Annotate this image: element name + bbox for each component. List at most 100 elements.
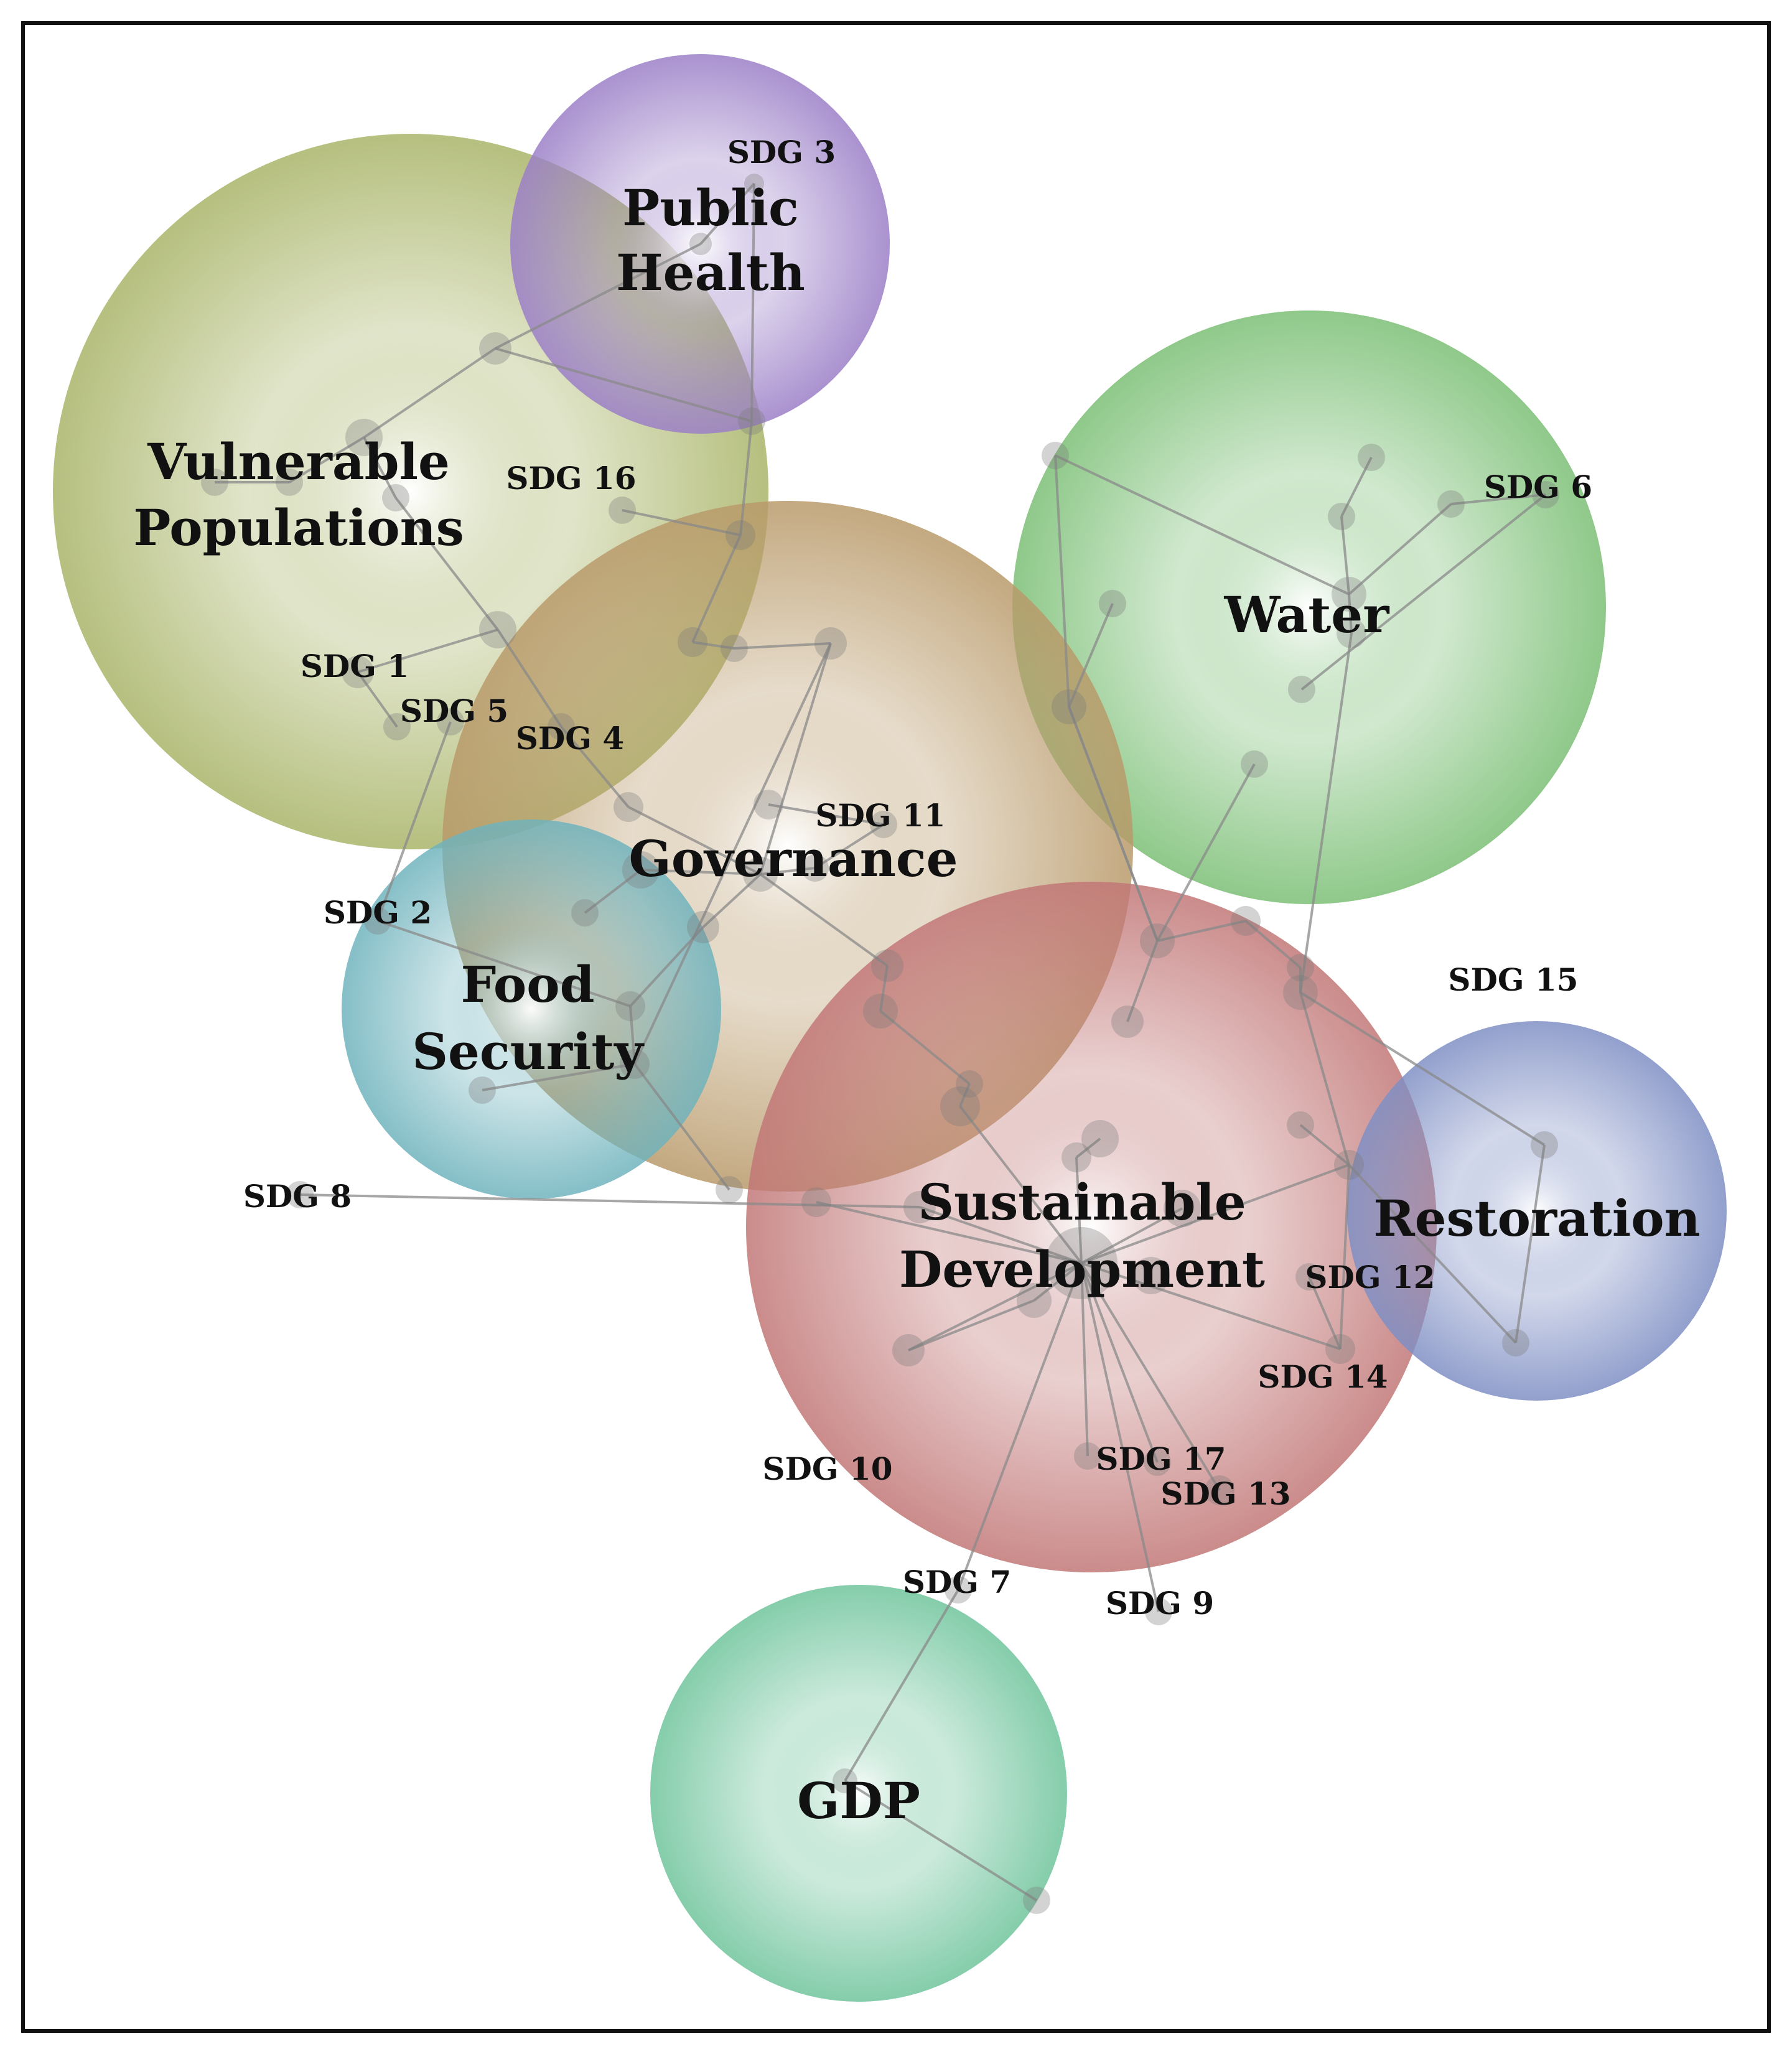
network-node xyxy=(726,520,755,550)
network-edges xyxy=(215,182,1547,1902)
network-node xyxy=(437,708,464,735)
network-edge xyxy=(1299,992,1350,1165)
sdg-label-10: SDG 10 xyxy=(762,1450,892,1487)
cluster-bubbles xyxy=(53,54,1727,2002)
network-edge xyxy=(759,873,889,967)
network-edge xyxy=(691,535,742,643)
network-edge xyxy=(584,869,642,914)
network-edge xyxy=(1300,493,1547,691)
network-node xyxy=(615,991,645,1021)
network-node xyxy=(1231,906,1261,936)
network-node xyxy=(345,419,383,456)
sdg-label-4: SDG 4 xyxy=(516,720,624,757)
sdg-label-14: SDG 14 xyxy=(1258,1358,1388,1395)
network-node xyxy=(1437,490,1465,518)
cluster-label-gdp: GDP xyxy=(797,1772,920,1830)
network-edge xyxy=(1340,516,1350,595)
network-edge xyxy=(497,628,562,728)
network-edge xyxy=(1033,1262,1083,1302)
network-edge xyxy=(1080,1263,1089,1457)
cluster-label-water: Water xyxy=(1224,586,1390,644)
cluster-label-governance: Governance xyxy=(629,829,958,888)
cluster-bubble-restoration xyxy=(1347,1021,1727,1401)
network-node xyxy=(469,1076,496,1104)
network-node xyxy=(1045,1227,1118,1299)
network-edge xyxy=(633,1063,730,1191)
network-node xyxy=(1042,442,1069,469)
network-edge xyxy=(919,1206,1082,1264)
network-edge xyxy=(957,1263,1083,1590)
cluster-label-food-security-line-1: Food xyxy=(460,955,594,1014)
network-node xyxy=(1325,1334,1355,1364)
network-edge xyxy=(1126,940,1159,1022)
network-node xyxy=(814,627,847,660)
network-edge xyxy=(622,509,741,536)
cluster-bubble-gdp xyxy=(650,1585,1067,2002)
network-node xyxy=(1017,1283,1052,1318)
network-edge xyxy=(1080,1263,1159,1463)
sdg-label-1: SDG 1 xyxy=(301,648,409,684)
network-edge xyxy=(1450,493,1546,505)
network-edge xyxy=(1156,763,1256,941)
network-node xyxy=(1358,444,1385,471)
network-edge xyxy=(394,497,499,631)
network-edge xyxy=(959,1083,971,1107)
network-node xyxy=(1052,689,1086,724)
network-node xyxy=(383,713,411,740)
network-node xyxy=(892,1334,925,1366)
sdg-label-13: SDG 13 xyxy=(1160,1475,1290,1512)
network-node xyxy=(1295,1263,1323,1291)
network-node xyxy=(620,1049,650,1079)
cluster-bubble-food-security xyxy=(342,819,721,1199)
network-node xyxy=(903,1191,936,1223)
network-edge xyxy=(734,642,831,650)
network-edge xyxy=(1348,503,1452,595)
sdg-labels: SDG 1 SDG 2 SDG 3 SDG 4 SDG 5 SDG 6 SDG … xyxy=(243,134,1592,1622)
cluster-label-vulnerable-line-1: Vulnerable xyxy=(147,432,450,491)
network-edge xyxy=(1080,1263,1160,1612)
cluster-label-sustainable-development-line-2: Development xyxy=(899,1240,1265,1299)
network-node xyxy=(1334,1150,1364,1180)
network-edge xyxy=(1299,991,1546,1146)
network-node xyxy=(1099,590,1126,617)
sdg-label-11: SDG 11 xyxy=(815,797,945,834)
network-node xyxy=(871,950,903,982)
network-node xyxy=(479,332,511,365)
network-node xyxy=(1531,1131,1558,1159)
network-edge xyxy=(1299,1124,1350,1166)
network-node xyxy=(1145,1598,1172,1625)
sdg-label-6: SDG 6 xyxy=(1484,469,1592,505)
cluster-label-public-health-line-2: Health xyxy=(616,243,805,302)
network-node xyxy=(940,1086,980,1126)
cluster-label-food-security-line-2: Security xyxy=(412,1022,645,1081)
network-node xyxy=(1532,481,1559,508)
network-node xyxy=(687,911,719,943)
network-edge xyxy=(357,628,498,673)
network-edge xyxy=(1081,1164,1350,1264)
network-edge xyxy=(376,721,452,922)
network-node xyxy=(1062,1142,1091,1172)
network-node xyxy=(1283,975,1318,1010)
network-edge xyxy=(1081,1207,1183,1264)
network-edge xyxy=(814,823,885,869)
network-node xyxy=(1205,1475,1234,1505)
network-edge xyxy=(1308,1276,1342,1350)
network-node xyxy=(276,469,303,496)
network-node xyxy=(614,792,643,822)
network-edge xyxy=(844,1589,959,1782)
network-node xyxy=(721,635,748,662)
sdg-label-5: SDG 5 xyxy=(400,693,508,729)
network-edge xyxy=(1075,1137,1101,1159)
network-node xyxy=(479,611,516,648)
network-edge xyxy=(363,347,497,439)
network-node xyxy=(1111,1006,1144,1038)
sdg-label-2: SDG 2 xyxy=(324,894,432,931)
network-node xyxy=(1287,954,1314,981)
network-edge xyxy=(699,182,755,245)
network-edge xyxy=(482,1063,635,1091)
network-edge xyxy=(633,643,832,1065)
network-edge xyxy=(908,1299,1035,1351)
network-edge xyxy=(760,867,816,875)
network-edge xyxy=(908,1262,1082,1351)
